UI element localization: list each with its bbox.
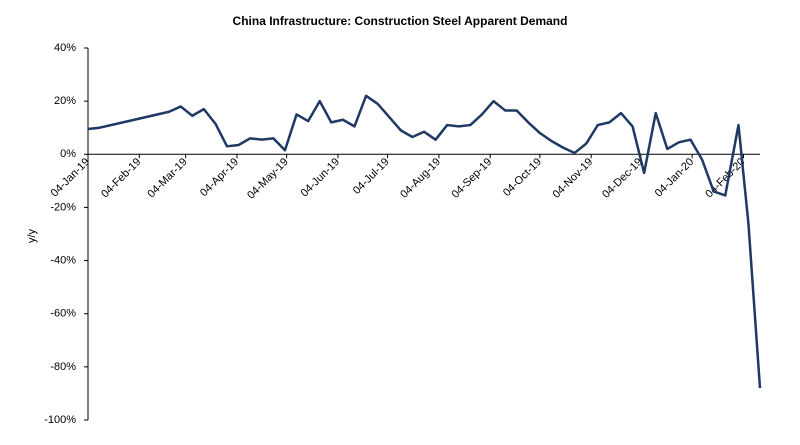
x-tick-label: 04-Jan-20 — [653, 156, 697, 200]
x-tick-label: 04-Jan-19 — [49, 156, 93, 200]
x-tick-label: 04-Feb-19 — [99, 156, 143, 200]
y-tick-label: -60% — [50, 308, 76, 320]
x-tick-label: 04-Mar-19 — [145, 156, 189, 200]
x-tick-label: 04-Dec-19 — [600, 156, 645, 201]
x-tick-label: 04-Nov-19 — [551, 156, 596, 201]
x-tick-label: 04-Jun-19 — [299, 156, 343, 200]
x-tick-label: 04-Apr-19 — [198, 156, 241, 199]
y-tick-label: 20% — [54, 95, 76, 107]
y-tick-label: -20% — [50, 201, 76, 213]
x-tick-label: 04-Jul-19 — [351, 156, 392, 197]
y-tick-label: 40% — [54, 42, 76, 54]
y-axis-label: y/y — [26, 228, 38, 243]
x-tick-label: 04-May-19 — [245, 156, 291, 202]
data-line — [87, 94, 762, 389]
x-tick-label: 04-Aug-19 — [398, 156, 443, 201]
x-tick-label: 04-Sep-19 — [450, 156, 495, 201]
y-tick-label: -100% — [44, 414, 76, 426]
y-tick-label: -40% — [50, 254, 76, 266]
chart-title: China Infrastructure: Construction Steel… — [233, 14, 568, 28]
x-tick-label: 04-Oct-19 — [501, 156, 544, 199]
y-tick-label: 0% — [60, 148, 76, 160]
y-tick-label: -80% — [50, 361, 76, 373]
